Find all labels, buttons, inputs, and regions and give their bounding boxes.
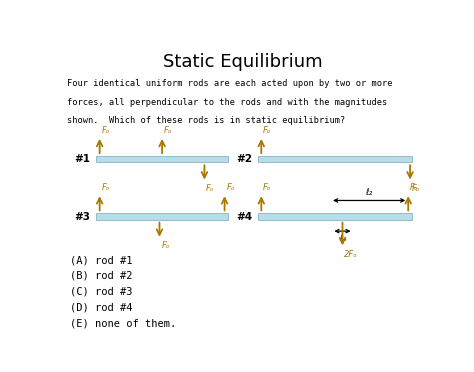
Text: Fₒ: Fₒ: [101, 183, 110, 192]
Text: 2Fₒ: 2Fₒ: [344, 250, 358, 259]
Text: (C) rod #3: (C) rod #3: [70, 287, 133, 297]
Text: (D) rod #4: (D) rod #4: [70, 302, 133, 312]
Text: forces, all perpendicular to the rods and with the magnitudes: forces, all perpendicular to the rods an…: [66, 97, 387, 107]
Text: ℓ₄: ℓ₄: [339, 234, 346, 243]
Text: Fₒ: Fₒ: [101, 126, 110, 135]
Bar: [96, 156, 228, 162]
Text: Fₒ: Fₒ: [410, 183, 419, 192]
Text: Fₒ: Fₒ: [206, 184, 215, 193]
Text: Four identical uniform rods are each acted upon by two or more: Four identical uniform rods are each act…: [66, 79, 392, 88]
Text: Fₒ: Fₒ: [164, 126, 173, 135]
Text: Fₒ: Fₒ: [227, 183, 235, 192]
Text: #2: #2: [236, 154, 252, 164]
Text: shown.  Which of these rods is in static equilibrium?: shown. Which of these rods is in static …: [66, 116, 345, 125]
Text: (A) rod #1: (A) rod #1: [70, 255, 133, 265]
Text: (B) rod #2: (B) rod #2: [70, 271, 133, 281]
Text: Fₒ: Fₒ: [263, 183, 272, 192]
Text: (E) none of them.: (E) none of them.: [70, 318, 176, 328]
Text: Static Equilibrium: Static Equilibrium: [163, 53, 323, 71]
Text: #1: #1: [74, 154, 91, 164]
Text: #4: #4: [236, 212, 252, 221]
Text: Fₒ: Fₒ: [161, 241, 170, 250]
Text: Fₒ: Fₒ: [412, 184, 420, 193]
Bar: [96, 214, 228, 219]
Text: ℓ₂: ℓ₂: [365, 188, 373, 197]
Text: #3: #3: [74, 212, 91, 221]
Bar: [258, 214, 412, 219]
Bar: [258, 156, 412, 162]
Text: Fₒ: Fₒ: [263, 126, 272, 135]
